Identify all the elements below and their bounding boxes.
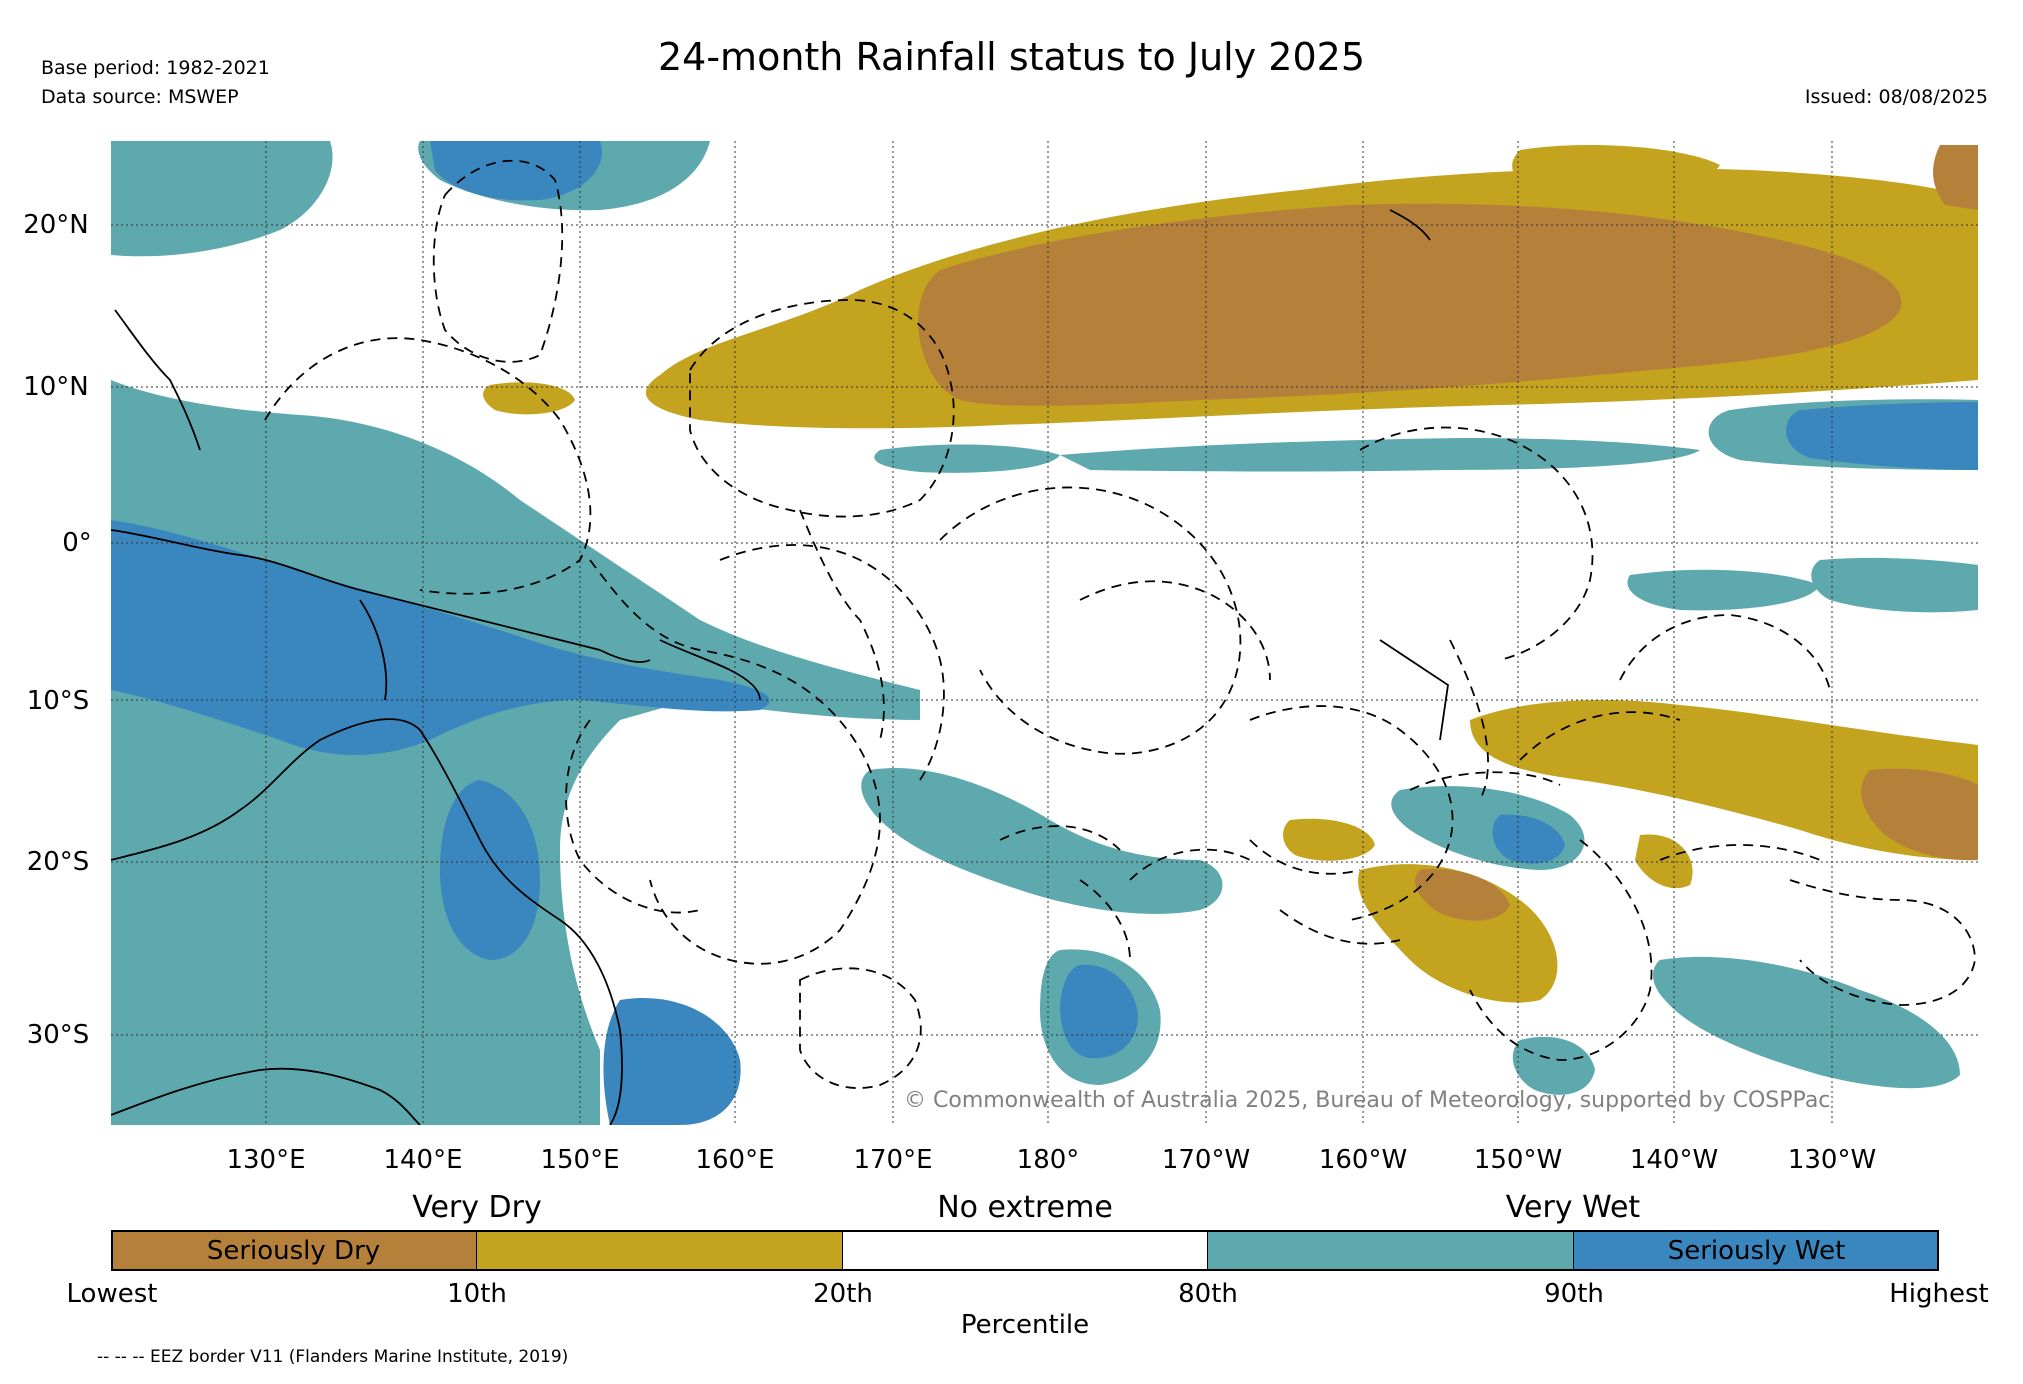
lon-label-140e: 140°E: [383, 1145, 463, 1175]
seriously-wet-north-west-pacific: [430, 141, 602, 201]
wet-region-east-equator: [1627, 569, 1820, 611]
seriously-dry-southeast: [1861, 768, 1978, 861]
legend-axis-label: Percentile: [960, 1310, 1090, 1340]
eez-solid-boundary: [1379, 639, 1449, 741]
seriously-wet-southeast: [1492, 814, 1565, 864]
lon-label-170w: 170°W: [1161, 1145, 1251, 1175]
legend-tick-highest: Highest: [1889, 1279, 1989, 1309]
lon-label-150e: 150°E: [540, 1145, 620, 1175]
seriously-wet-australia-east: [440, 780, 540, 960]
legend-category-no-extreme: No extreme: [937, 1190, 1113, 1225]
dry-patch-west-10n: [483, 382, 575, 415]
dry-patch-west-20s: [1283, 818, 1375, 861]
coastlines: [111, 209, 1431, 1125]
dry-band-southeast: [1470, 700, 1978, 860]
lat-label-10n: 10°N: [23, 372, 89, 402]
base-period-text: Base period: 1982-2021: [41, 57, 270, 79]
seriously-dry-north-pacific: [918, 203, 1902, 406]
legend-tick-10th: 10th: [447, 1279, 507, 1309]
lon-label-160w: 160°W: [1318, 1145, 1408, 1175]
lat-label-20n: 20°N: [23, 210, 89, 240]
wet-region-philippines-north: [111, 141, 333, 257]
legend-tick-20th: 20th: [813, 1279, 873, 1309]
legend-colorbar-frame: [111, 1230, 1939, 1271]
legend-tick-lowest: Lowest: [66, 1279, 158, 1309]
lon-label-130w: 130°W: [1787, 1145, 1877, 1175]
lon-label-140w: 140°W: [1629, 1145, 1719, 1175]
legend-segment-label: Seriously Dry: [206, 1235, 381, 1266]
lon-label-130e: 130°E: [226, 1145, 306, 1175]
seriously-wet-east-10n: [1786, 402, 1978, 470]
lon-label-170e: 170°E: [853, 1145, 933, 1175]
seriously-dry-south-central: [1415, 869, 1510, 921]
legend-segment-seriously-dry: Seriously Dry: [111, 1230, 477, 1271]
legend-tick-90th: 90th: [1544, 1279, 1604, 1309]
dry-patch-northeast: [1512, 145, 1720, 204]
wet-region-maritime-continent: [111, 380, 920, 1125]
lat-label-10s: 10°S: [26, 686, 90, 716]
seriously-wet-coral-sea: [603, 998, 741, 1125]
dry-patch-south-central: [1358, 864, 1558, 1003]
wet-region-vanuatu-fiji: [861, 768, 1223, 914]
lat-label-30s: 30°S: [26, 1020, 90, 1050]
map-title: 24-month Rainfall status to July 2025: [657, 35, 1366, 79]
legend-segment-no-extreme: [843, 1230, 1208, 1271]
lon-label-180: 180°: [1016, 1145, 1080, 1175]
legend-segment-label: Seriously Wet: [1667, 1235, 1846, 1266]
wet-region-south-1500: [1512, 1036, 1595, 1095]
wet-band-5n: [874, 444, 1060, 473]
legend-category-very-dry: Very Dry: [412, 1190, 542, 1225]
eez-border-note: -- -- -- EEZ border V11 (Flanders Marine…: [97, 1347, 569, 1367]
lat-label-equator: 0°: [62, 528, 92, 558]
data-source-text: Data source: MSWEP: [41, 86, 239, 108]
legend-tick-80th: 80th: [1178, 1279, 1238, 1309]
map-gridlines: [111, 141, 1978, 1125]
dry-patch-far-northeast: [1933, 145, 1978, 210]
lon-label-160e: 160°E: [695, 1145, 775, 1175]
legend-category-very-wet: Very Wet: [1505, 1190, 1641, 1225]
wet-region-far-southeast: [1653, 956, 1960, 1089]
wet-region-far-east-equator: [1811, 557, 1978, 613]
lat-label-20s: 20°S: [26, 847, 90, 877]
issued-date-text: Issued: 08/08/2025: [1804, 86, 1988, 108]
copyright-text: © Commonwealth of Australia 2025, Bureau…: [904, 1088, 1831, 1113]
seriously-wet-new-guinea: [111, 520, 770, 755]
eez-borders: [264, 159, 1976, 1089]
seriously-wet-south-central: [1060, 964, 1138, 1059]
legend-segment-very-wet: [1208, 1230, 1574, 1271]
lon-label-150w: 150°W: [1473, 1145, 1563, 1175]
legend-segment-seriously-wet: Seriously Wet: [1574, 1230, 1939, 1271]
dry-patch-1640w: [1635, 834, 1693, 889]
map-regions: [111, 141, 1978, 1125]
wet-band-5n-east: [1060, 438, 1700, 472]
legend-segment-very-dry: [477, 1230, 843, 1271]
